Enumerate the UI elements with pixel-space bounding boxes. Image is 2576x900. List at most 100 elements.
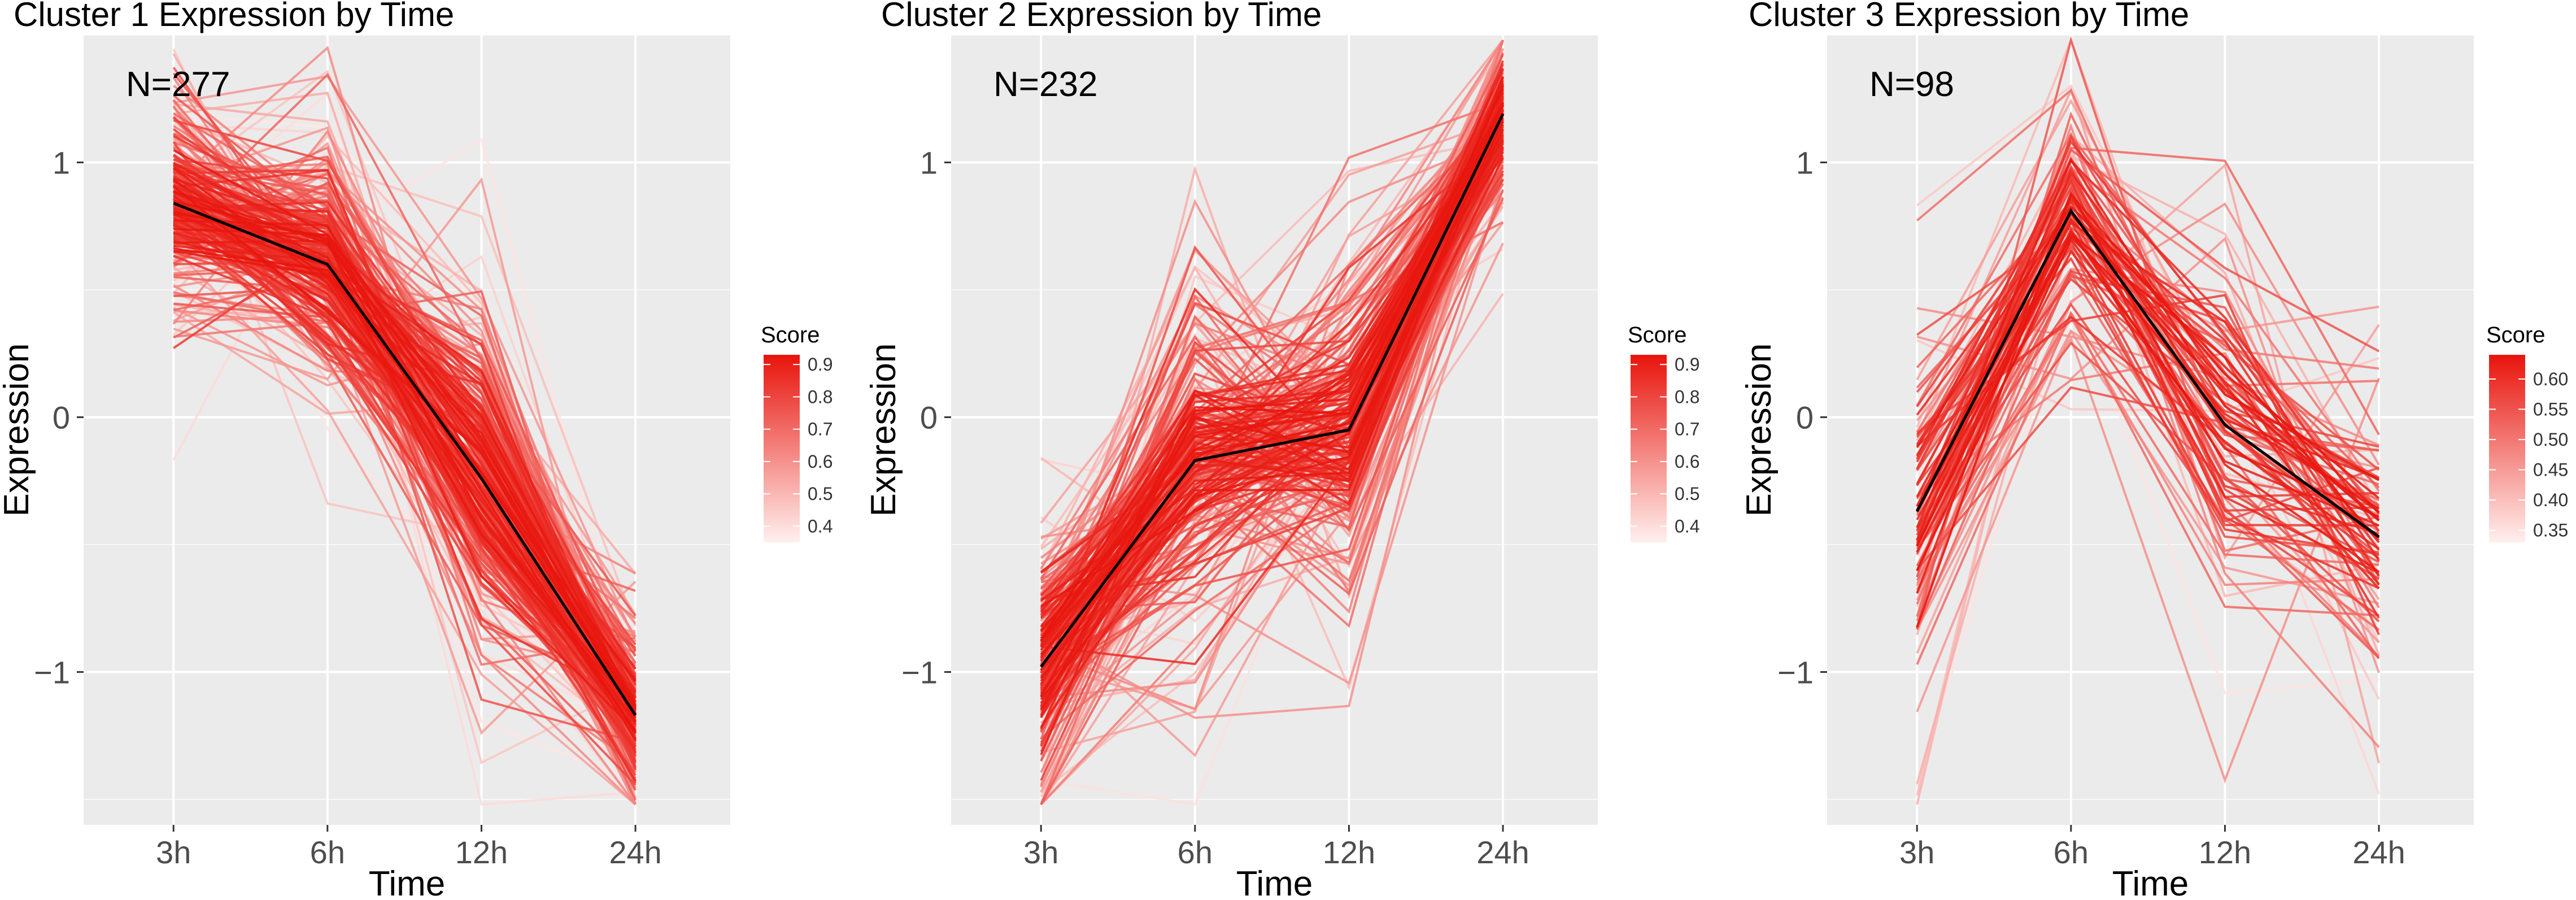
- legend-colorbar: [2489, 355, 2525, 542]
- member-line: [173, 199, 637, 734]
- x-tick-label: 24h: [609, 834, 661, 870]
- x-tick-label: 3h: [1899, 834, 1934, 870]
- legend-title: Score: [1628, 323, 1687, 347]
- legend-tick-label: 0.5: [808, 484, 832, 504]
- member-line: [1916, 202, 2380, 627]
- y-axis-title: Expression: [1740, 344, 1779, 517]
- legend-tick-label: 0.8: [1675, 386, 1699, 407]
- member-line: [1040, 112, 1504, 698]
- x-tick-label: 24h: [1476, 834, 1529, 870]
- member-line: [172, 185, 637, 714]
- chart-title: Cluster 2 Expression by Time: [881, 0, 1322, 33]
- y-axis-title: Expression: [0, 344, 36, 517]
- legend-tick-label: 0.4: [808, 516, 832, 536]
- legend-title: Score: [761, 323, 820, 347]
- legend-tick-label: 0.40: [2533, 490, 2568, 510]
- x-tick-label: 6h: [1178, 834, 1213, 870]
- member-line: [1916, 192, 2380, 628]
- member-line: [1916, 232, 2380, 547]
- score-legend: Score 0.4 0.5 0.6 0.7 0.8 0.9: [761, 323, 832, 542]
- x-tick-label: 6h: [2054, 834, 2089, 870]
- y-tick-label: 0: [53, 399, 70, 435]
- y-tick-label: 1: [1796, 145, 1814, 180]
- legend-tick-label: 0.8: [808, 386, 832, 407]
- x-tick-label: 3h: [1023, 834, 1058, 870]
- n-annotation: N=277: [126, 65, 230, 104]
- legend-tick-label: 0.9: [1675, 354, 1699, 375]
- centroid-line: [173, 202, 637, 716]
- legend-colorbar: [1631, 355, 1667, 542]
- y-tick-label: 0: [1796, 399, 1814, 435]
- n-annotation: N=98: [1869, 65, 1954, 104]
- member-lines: [1040, 39, 1505, 806]
- member-line: [173, 211, 637, 715]
- y-tick-label: −1: [1777, 654, 1814, 690]
- legend-colorbar: [764, 355, 800, 542]
- score-legend: Score 0.4 0.5 0.6 0.7 0.8 0.9: [1628, 323, 1699, 542]
- y-tick-label: 1: [920, 145, 938, 180]
- n-annotation: N=232: [993, 65, 1097, 104]
- member-line: [1040, 128, 1504, 701]
- member-line: [1916, 237, 2379, 572]
- legend-tick-label: 0.5: [1675, 484, 1699, 504]
- chart-title: Cluster 1 Expression by Time: [14, 0, 454, 33]
- legend-tick-label: 0.55: [2533, 399, 2568, 419]
- member-line: [1916, 386, 2380, 589]
- legend-tick-label: 0.60: [2533, 369, 2568, 389]
- y-tick-label: −1: [34, 654, 70, 690]
- member-line: [1916, 256, 2379, 555]
- legend-tick-label: 0.7: [808, 419, 832, 440]
- y-axis-title: Expression: [864, 344, 903, 517]
- x-tick-label: 3h: [156, 834, 191, 870]
- member-line: [1916, 221, 2380, 562]
- member-line: [1040, 88, 1504, 640]
- member-line: [173, 190, 637, 732]
- score-legend: Score 0.35 0.40 0.45 0.50 0.55 0.60: [2486, 323, 2568, 542]
- legend-tick-label: 0.9: [808, 354, 832, 375]
- member-line: [1040, 102, 1504, 656]
- chart-panel-1: N=277 −1 0 1 3h 6h 12h 24h Cluster 1 Expression …: [0, 0, 832, 900]
- member-line: [1916, 205, 2380, 514]
- legend-title: Score: [2486, 323, 2546, 347]
- centroid-line: [1915, 208, 2380, 538]
- x-axis-title: Time: [2112, 864, 2189, 900]
- member-lines: [1916, 36, 2381, 805]
- member-line: [1916, 310, 2379, 666]
- chart-title: Cluster 3 Expression by Time: [1749, 0, 2189, 33]
- member-line: [173, 213, 637, 706]
- member-line: [173, 228, 637, 703]
- legend-tick-label: 0.35: [2533, 520, 2568, 541]
- legend-tick-label: 0.50: [2533, 429, 2568, 450]
- member-line: [1916, 233, 2380, 511]
- x-axis-title: Time: [369, 864, 445, 900]
- legend-tick-label: 0.4: [1675, 516, 1699, 536]
- legend-tick-label: 0.45: [2533, 459, 2568, 480]
- x-tick-label: 12h: [2199, 834, 2251, 870]
- member-line: [1040, 98, 1504, 597]
- x-tick-label: 24h: [2352, 834, 2405, 870]
- member-line: [1040, 85, 1504, 608]
- member-line: [1916, 166, 2380, 629]
- x-tick-label: 12h: [455, 834, 508, 870]
- legend-tick-label: 0.6: [808, 451, 832, 472]
- member-line: [173, 75, 637, 642]
- member-line: [1040, 103, 1504, 632]
- centroid-line: [1040, 113, 1505, 668]
- y-tick-label: 0: [920, 399, 938, 435]
- x-axis-title: Time: [1236, 864, 1313, 900]
- x-tick-label: 12h: [1323, 834, 1375, 870]
- member-line: [173, 239, 637, 732]
- member-lines: [172, 46, 637, 806]
- x-tick-label: 6h: [310, 834, 345, 870]
- y-tick-label: −1: [901, 654, 938, 690]
- member-line: [1916, 235, 2380, 522]
- chart-panel-2: N=232 −1 0 1 3h 6h 12h 24h Cluster 2 Expression …: [864, 0, 1699, 900]
- legend-tick-label: 0.6: [1675, 451, 1699, 472]
- member-line: [1040, 121, 1504, 719]
- chart-panel-3: N=98 −1 0 1 3h 6h 12h 24h Cluster 3 Expression b…: [1740, 0, 2568, 900]
- member-line: [1916, 159, 2380, 532]
- member-line: [1916, 190, 2380, 594]
- legend-tick-label: 0.7: [1675, 419, 1699, 440]
- member-line: [1916, 282, 2379, 787]
